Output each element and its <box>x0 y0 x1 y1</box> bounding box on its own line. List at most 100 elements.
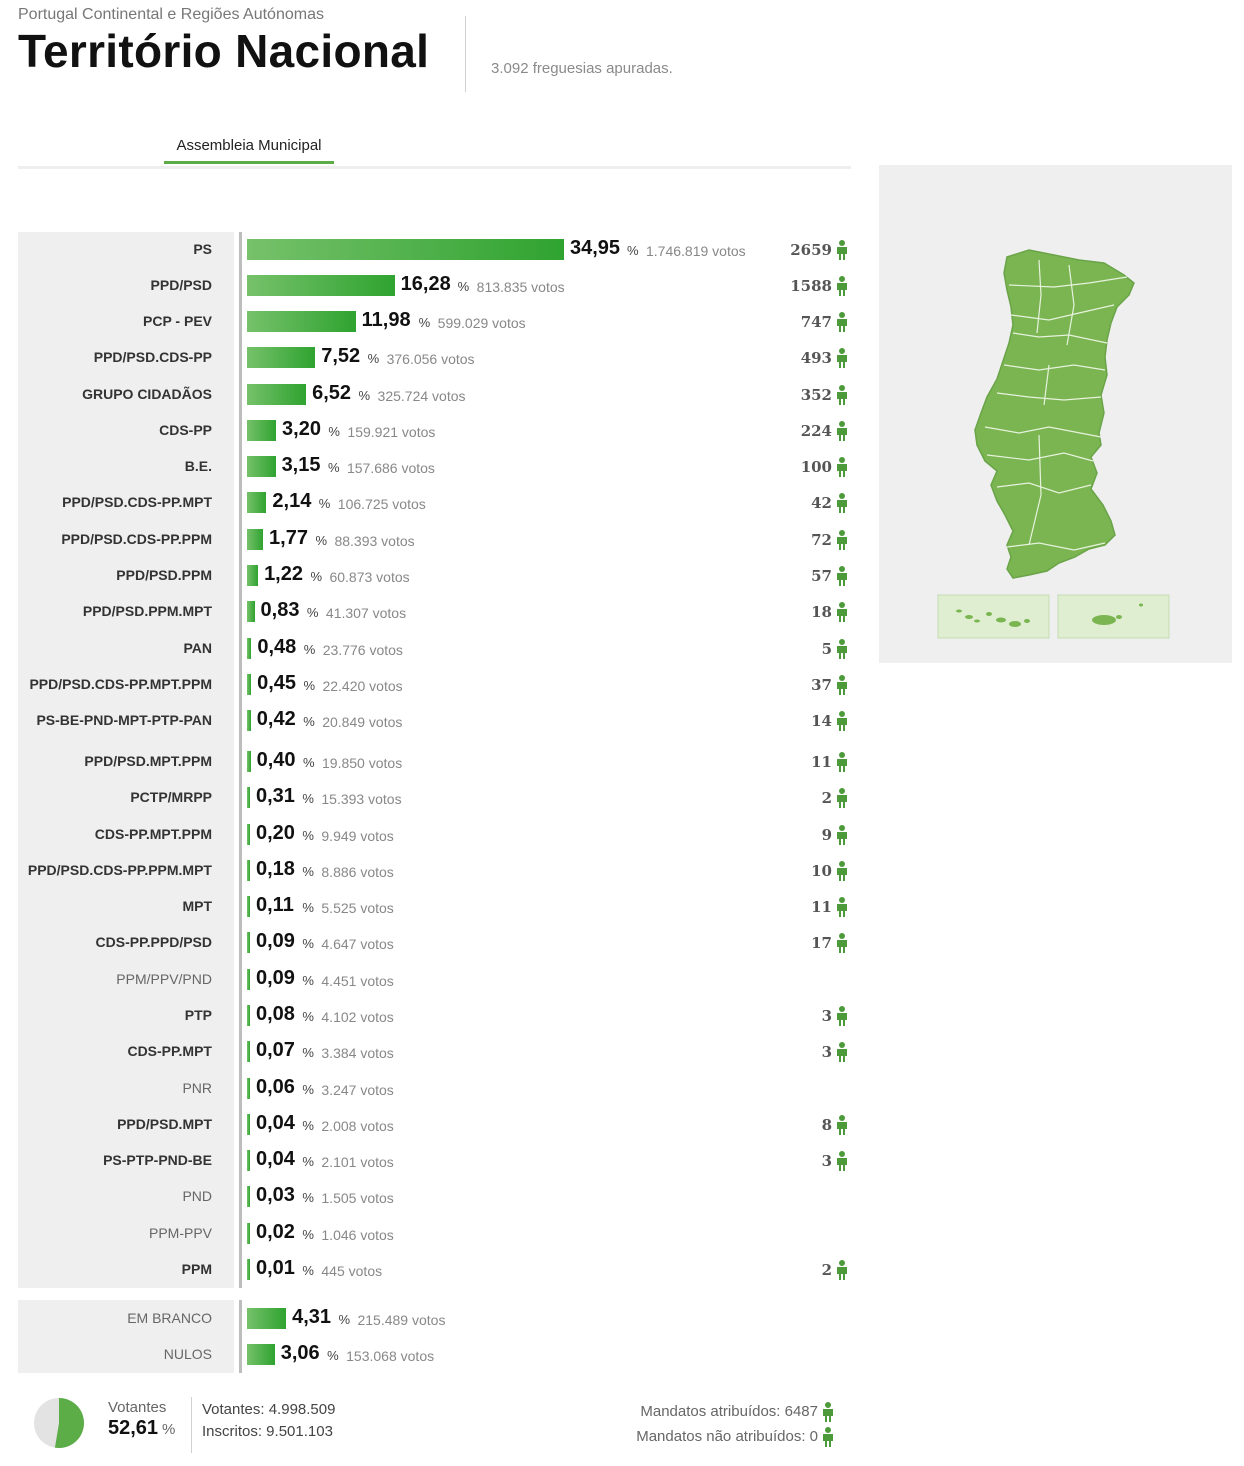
header-separator <box>465 16 466 92</box>
result-percentage: 1,77 <box>269 527 308 549</box>
percent-sign: % <box>315 533 328 548</box>
vote-count: 2.101 votos <box>321 1154 394 1170</box>
vote-count: 106.725 votos <box>337 496 426 512</box>
mandate-count: 3 <box>821 1152 832 1170</box>
result-bar <box>247 860 250 881</box>
portugal-map[interactable] <box>879 165 1232 663</box>
mandate-count: 10 <box>811 862 832 880</box>
vote-count: 20.849 votos <box>322 714 403 730</box>
percent-sign: % <box>302 1082 314 1097</box>
madeira-islands <box>1092 603 1143 625</box>
mandate-count: 493 <box>800 349 832 367</box>
person-icon <box>837 276 847 296</box>
result-bar <box>247 824 250 845</box>
mandate-count: 3 <box>821 1043 832 1061</box>
percent-sign: % <box>327 460 340 475</box>
result-bar <box>247 601 255 622</box>
mandate-count: 11 <box>811 898 832 916</box>
percent-sign: % <box>303 755 315 770</box>
result-percentage: 0,09 <box>256 930 295 952</box>
person-icon <box>837 752 847 772</box>
party-name: PND <box>182 1188 212 1204</box>
result-percentage: 0,08 <box>256 1003 295 1025</box>
vote-count: 325.724 votos <box>377 388 466 404</box>
mandatos-nao-atribuidos: Mandatos não atribuídos: 0 <box>636 1428 818 1445</box>
party-name: PS-PTP-PND-BE <box>103 1152 212 1168</box>
vote-count: 1.746.819 votos <box>646 243 746 259</box>
percent-sign: % <box>302 828 314 843</box>
chart-axis-line <box>239 232 242 1288</box>
result-percentage: 0,83 <box>260 599 300 621</box>
result-bar <box>247 384 307 405</box>
percent-sign: % <box>303 714 315 729</box>
result-percentage: 3,06 <box>280 1342 320 1364</box>
result-percentage: 0,03 <box>256 1184 295 1206</box>
party-name: PS-BE-PND-MPT-PTP-PAN <box>36 712 212 728</box>
result-bar <box>247 420 276 441</box>
party-name: PPD/PSD.CDS-PP.PPM.MPT <box>27 862 212 878</box>
percent-sign: % <box>627 243 639 258</box>
result-percentage: 3,15 <box>281 454 321 476</box>
vote-count: 5.525 votos <box>321 900 394 916</box>
result-bar <box>247 896 250 917</box>
mandate-count: 1588 <box>790 277 832 295</box>
result-percentage: 16,28 <box>400 273 451 295</box>
percent-sign: % <box>302 973 314 988</box>
person-icon <box>837 530 847 550</box>
person-icon <box>837 1006 847 1026</box>
party-name-panel <box>18 232 234 1288</box>
result-percentage: 0,18 <box>256 858 295 880</box>
party-name: PPD/PSD.CDS-PP.PPM <box>61 531 212 547</box>
result-bar <box>247 638 252 659</box>
percent-sign: % <box>358 388 371 403</box>
vote-count: 23.776 votos <box>322 642 403 658</box>
vote-count: 3.247 votos <box>321 1082 394 1098</box>
party-name: PNR <box>182 1080 212 1096</box>
page-title: Território Nacional <box>18 25 430 77</box>
party-name: PPD/PSD <box>150 277 212 293</box>
region-subtitle: Portugal Continental e Regiões Autónomas <box>18 6 324 23</box>
party-name: PPD/PSD.CDS-PP <box>93 349 212 365</box>
vote-count: 9.949 votos <box>321 828 394 844</box>
freguesias-count: 3.092 freguesias apuradas. <box>491 60 673 77</box>
mandate-count: 2659 <box>790 241 832 259</box>
result-percentage: 0,01 <box>256 1257 295 1279</box>
result-percentage: 0,04 <box>256 1148 295 1170</box>
percent-sign: % <box>303 642 316 657</box>
result-bar <box>247 1005 250 1026</box>
percent-sign: % <box>328 424 340 439</box>
mandate-count: 2 <box>821 1261 832 1279</box>
party-name: PTP <box>184 1007 212 1023</box>
result-bar <box>247 1078 250 1099</box>
party-name: CDS-PP <box>159 422 212 438</box>
result-bar <box>247 565 259 586</box>
person-icon <box>837 240 847 260</box>
tab-assembleia-municipal[interactable]: Assembleia Municipal <box>164 126 334 164</box>
result-percentage: 0,45 <box>257 672 297 694</box>
percent-sign: % <box>306 605 319 620</box>
party-name: PPM <box>181 1261 212 1277</box>
azores-islands <box>956 609 1030 627</box>
vote-count: 4.647 votos <box>321 936 394 952</box>
person-icon <box>837 602 847 622</box>
person-icon <box>837 788 847 808</box>
percent-sign: % <box>302 1190 314 1205</box>
percent-sign: % <box>327 1348 339 1363</box>
district-borders <box>984 259 1128 551</box>
party-name: PPD/PSD.MPT <box>117 1116 212 1132</box>
votantes-count: Votantes: 4.998.509 <box>202 1401 336 1418</box>
percent-sign: % <box>310 569 323 584</box>
mandate-count: 8 <box>821 1116 832 1134</box>
party-name: PCTP/MRPP <box>130 789 212 805</box>
party-name: PPD/PSD.PPM <box>116 567 212 583</box>
result-bar <box>247 492 267 513</box>
result-percentage: 0,11 <box>256 894 294 916</box>
person-icon <box>837 897 847 917</box>
tab-underline-track <box>18 166 851 169</box>
map-panel[interactable] <box>879 165 1232 663</box>
person-icon <box>837 675 847 695</box>
party-name: PPD/PSD.CDS-PP.MPT <box>62 494 212 510</box>
madeira-inset <box>1057 594 1170 639</box>
result-percentage: 6,52 <box>312 382 352 404</box>
result-bar <box>247 1114 250 1135</box>
